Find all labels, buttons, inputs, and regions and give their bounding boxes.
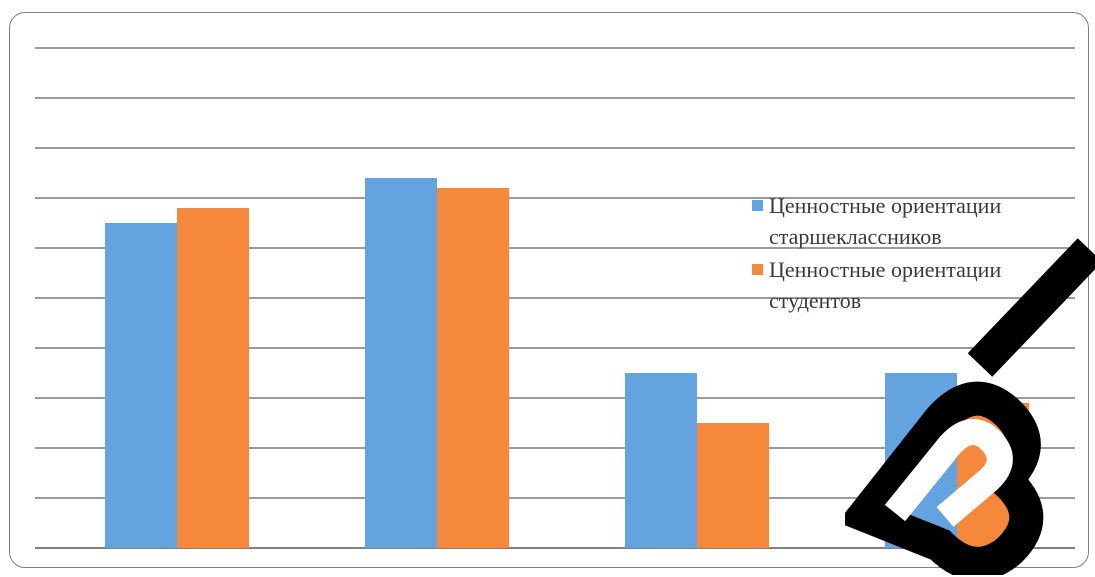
legend-item-series-1: Ценностные ориентации старшеклассников	[752, 190, 1092, 252]
legend-swatch-series-2	[752, 264, 763, 275]
vgu-watermark-logo-icon	[845, 238, 1095, 575]
legend-swatch-series-1	[752, 200, 763, 211]
legend: Ценностные ориентации старшеклассников Ц…	[752, 190, 1092, 318]
bar-series-2-category-1	[177, 208, 249, 548]
bar-series-1-category-1	[105, 223, 177, 548]
bar-series-1-category-2	[365, 178, 437, 548]
legend-label-series-2: Ценностные ориентации студентов	[769, 257, 1002, 313]
bar-series-2-category-2	[437, 188, 509, 548]
bar-series-1-category-3	[625, 373, 697, 548]
legend-label-series-1: Ценностные ориентации старшеклассников	[769, 193, 1002, 249]
legend-item-series-2: Ценностные ориентации студентов	[752, 254, 1092, 316]
bar-series-2-category-3	[697, 423, 769, 548]
